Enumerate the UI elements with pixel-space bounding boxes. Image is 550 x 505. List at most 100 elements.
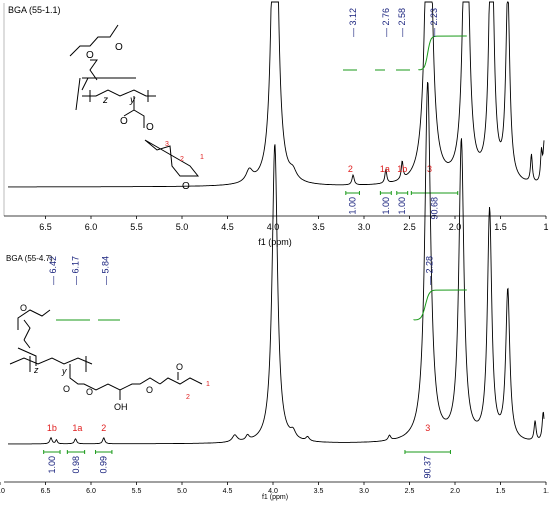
integral-value: 1.00 [47, 456, 57, 474]
x-axis-ticks: 6.5 6.0 5.5 5.0 4.5 4.0 3.5 3.0 2.5 2.0 1.5 1 [39, 216, 549, 232]
x-tick-label: 3.5 [312, 222, 325, 232]
svg-text:— 2.76: — 2.76 [381, 8, 391, 37]
svg-text:1.00: 1.00 [397, 197, 407, 215]
peak-label: — 6.17 [71, 256, 81, 285]
atom-O: O [86, 387, 93, 397]
atom-O: O [146, 122, 154, 133]
peak-labels: — 3.12 — 2.76 — 2.58 — 2.23 [348, 8, 439, 37]
spectrum-panel-top: BGA (55-1.1) O O O O O z y 1 2 3 — 3.12—… [3, 1, 549, 247]
x-tick-label: 1 [543, 222, 548, 232]
repeat-label-z: z [33, 365, 39, 375]
proton-assignment: 2 [101, 423, 106, 433]
x-tick-label: 4.5 [223, 488, 233, 495]
polymer-backbone [9, 357, 93, 365]
peak-label: — 3.12 [348, 8, 358, 37]
repeat-label-y: y [129, 95, 136, 106]
acrylate-group [159, 377, 203, 385]
svg-text:1.00: 1.00 [348, 197, 358, 215]
svg-text:1.00: 1.00 [381, 197, 391, 215]
peak-label: — 6.42 [48, 256, 58, 285]
butyl-chain [17, 309, 51, 330]
x-tick-label: 5.0 [177, 488, 187, 495]
x-tick-label: 2.0 [450, 488, 460, 495]
atom-O: O [176, 362, 183, 372]
chemical-structure [69, 24, 200, 177]
peak-label: — 5.84 [101, 256, 111, 285]
ester-side-chain [123, 96, 145, 128]
epoxide-ring [144, 139, 200, 177]
repeat-brackets [89, 90, 149, 102]
x-tick-label: 5.5 [130, 222, 143, 232]
x-tick-label: 2.0 [449, 222, 462, 232]
integral-value: 1.00 [397, 197, 407, 215]
x-tick-label: 6.5 [41, 488, 51, 495]
integral-bars: 1.00 0.98 0.99 90.37 [43, 450, 451, 479]
x-axis-label: f1 (ppm) [258, 237, 292, 247]
peak-label: — 2.28 [425, 256, 435, 285]
integral-value: 90.68 [430, 197, 440, 220]
proton-assignment: 2 [348, 164, 353, 174]
repeat-brackets [29, 356, 87, 372]
integral-value: 0.98 [71, 456, 81, 474]
svg-text:0.98: 0.98 [71, 456, 81, 474]
svg-text:90.68: 90.68 [430, 197, 440, 220]
peak-label: — 2.23 [429, 8, 439, 37]
svg-text:0.99: 0.99 [99, 456, 109, 474]
svg-text:1.00: 1.00 [47, 456, 57, 474]
atom-O: O [115, 42, 123, 53]
repeat-label-z: z [102, 95, 108, 106]
svg-text:— 6.42: — 6.42 [48, 256, 58, 285]
atom-O: O [63, 384, 70, 394]
repeat-label-y: y [61, 366, 67, 376]
spectrum-title: BGA (55-1.1) [8, 5, 61, 15]
peak-label: — 2.76 [381, 8, 391, 37]
svg-text:— 3.12: — 3.12 [348, 8, 358, 37]
atom-O: O [20, 303, 27, 313]
integral-bars: 1.00 1.00 1.00 90.68 [345, 191, 459, 220]
atom-O: O [120, 116, 128, 127]
ester-group [23, 319, 31, 341]
svg-text:— 2.23: — 2.23 [429, 8, 439, 37]
proton-assignments: 2 1a 1b 3 [348, 164, 432, 174]
integral-value: 90.37 [423, 456, 433, 479]
bond [75, 77, 136, 111]
x-tick-label: 1.5 [494, 222, 507, 232]
x-tick-label: 4.5 [221, 222, 234, 232]
integral-curve [343, 35, 467, 71]
peak-label: — 2.58 [397, 8, 407, 37]
ring-label-3: 3 [165, 141, 169, 148]
x-tick-label: 1. [543, 488, 549, 495]
integral-value: 1.00 [381, 197, 391, 215]
spectrum-trace [8, 81, 545, 445]
proton-assignment: 3 [425, 423, 430, 433]
x-tick-label: 4.0 [268, 488, 278, 495]
integral-value: 0.99 [99, 456, 109, 474]
ester-group [89, 59, 98, 81]
x-tick-label: 7.0 [0, 488, 5, 495]
x-tick-label: 3.0 [359, 488, 369, 495]
x-tick-label: 6.5 [39, 222, 52, 232]
x-tick-label: 1.5 [496, 488, 506, 495]
ring-label-1: 1 [200, 154, 204, 161]
svg-text:— 6.17: — 6.17 [71, 256, 81, 285]
svg-text:— 2.28: — 2.28 [425, 256, 435, 285]
proton-assignment: 1a [380, 164, 390, 174]
x-tick-label: 2.5 [405, 488, 415, 495]
x-tick-label: 5.5 [132, 488, 142, 495]
x-axis-label: f1 (ppm) [262, 494, 288, 501]
atom-O: O [146, 385, 153, 395]
ring-label-2: 2 [180, 156, 184, 163]
hydroxyl-label: OH [114, 402, 128, 412]
proton-assignments: 1b 1a 2 3 [47, 423, 430, 433]
peak-labels: — 6.42 — 6.17 — 5.84 — 2.28 [48, 256, 435, 285]
vinyl-label-2: 2 [186, 394, 190, 401]
svg-text:— 2.58: — 2.58 [397, 8, 407, 37]
x-tick-label: 6.0 [85, 222, 98, 232]
spectrum-panel-bottom: BGA (55-4.7) O O O O O OH z y 1 2 — 6.42… [0, 81, 549, 501]
integral-value: 1.00 [348, 197, 358, 215]
x-tick-label: 3.5 [314, 488, 324, 495]
spectrum-title: BGA (55-4.7) [6, 254, 53, 263]
x-tick-label: 6.0 [86, 488, 96, 495]
x-tick-label: 3.0 [358, 222, 371, 232]
